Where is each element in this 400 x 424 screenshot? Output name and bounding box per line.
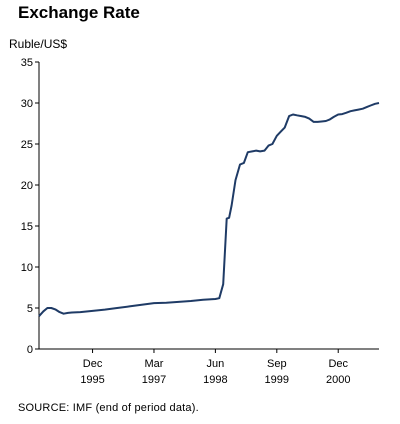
y-tick-label: 20 bbox=[21, 180, 33, 192]
exchange-rate-series-line bbox=[38, 102, 380, 317]
y-axis-unit-label: Ruble/US$ bbox=[9, 37, 68, 51]
x-tick-year-label: 1999 bbox=[265, 374, 289, 386]
y-tick-label: 35 bbox=[21, 57, 33, 69]
x-tick-month-label: Dec bbox=[328, 358, 348, 370]
x-tick-year-label: 1995 bbox=[80, 374, 104, 386]
series-layer bbox=[38, 102, 380, 317]
x-tick-month-label: Sep bbox=[267, 358, 287, 370]
source-note: SOURCE: IMF (end of period data). bbox=[18, 402, 199, 414]
x-tick-month-label: Dec bbox=[83, 358, 103, 370]
y-tick-label: 0 bbox=[27, 344, 33, 356]
y-tick-label: 25 bbox=[21, 139, 33, 151]
y-tick-label: 15 bbox=[21, 221, 33, 233]
y-tick-label: 30 bbox=[21, 98, 33, 110]
x-tick-year-label: 2000 bbox=[326, 374, 350, 386]
x-tick-month-label: Mar bbox=[144, 358, 163, 370]
y-tick-label: 5 bbox=[27, 303, 33, 315]
exchange-rate-chart: 0 5 10 15 20 25 30 35 Dec 1995 Mar 1997 Jun 1998 Sep 1… bbox=[21, 57, 380, 386]
chart-title: Exchange Rate bbox=[18, 3, 140, 22]
x-axis-ticks: Dec 1995 Mar 1997 Jun 1998 Sep 1999 Dec 2000 bbox=[80, 349, 350, 386]
x-tick-year-label: 1998 bbox=[203, 374, 227, 386]
x-tick-year-label: 1997 bbox=[142, 374, 166, 386]
y-tick-label: 10 bbox=[21, 262, 33, 274]
x-tick-month-label: Jun bbox=[207, 358, 225, 370]
y-axis-ticks: 0 5 10 15 20 25 30 35 bbox=[21, 57, 39, 356]
chart-axes bbox=[38, 62, 379, 350]
